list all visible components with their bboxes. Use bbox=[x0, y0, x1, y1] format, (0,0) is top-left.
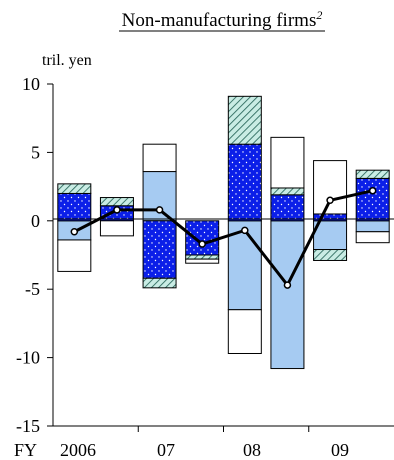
total-line-point bbox=[326, 196, 334, 205]
x-axis-prefix: FY bbox=[14, 440, 37, 460]
bar-segment-dotted-blue bbox=[227, 143, 262, 222]
y-tick-label: 5 bbox=[31, 142, 40, 162]
bar-segment-dotted-blue bbox=[185, 220, 220, 256]
bar-segment-white bbox=[227, 309, 262, 354]
y-tick-label: 0 bbox=[31, 211, 40, 231]
total-line-point bbox=[283, 281, 292, 289]
bar-segment-dotted-blue bbox=[355, 177, 390, 222]
bar-segment-white bbox=[185, 258, 220, 264]
y-tick-label: -15 bbox=[16, 416, 40, 436]
bar-segment-white bbox=[313, 160, 348, 215]
bar-segment-light-blue bbox=[355, 220, 390, 233]
x-tick-label: 07 bbox=[157, 440, 175, 460]
bar-segment-hatched bbox=[57, 183, 92, 194]
bar-segment-white bbox=[57, 239, 92, 272]
bar-segment-light-blue bbox=[313, 220, 348, 251]
bar-segment-dotted-blue bbox=[313, 213, 348, 222]
total-line-point bbox=[113, 206, 121, 214]
bar-segment-dotted-blue bbox=[142, 220, 177, 279]
x-tick-label: 09 bbox=[331, 440, 349, 460]
x-tick-label: 2006 bbox=[60, 440, 96, 460]
bar-segment-light-blue bbox=[227, 220, 262, 311]
bar-segment-hatched bbox=[227, 95, 262, 145]
x-tick-label: 08 bbox=[243, 440, 261, 460]
unit-label: tril. yen bbox=[42, 52, 92, 69]
bar-segment-hatched bbox=[313, 249, 348, 261]
bar-segment-dotted-blue bbox=[270, 194, 305, 222]
bar-segment-white bbox=[142, 143, 177, 173]
bar-segment-hatched bbox=[142, 277, 177, 289]
y-tick-label: -10 bbox=[16, 348, 40, 368]
y-tick-label: 10 bbox=[22, 74, 40, 94]
total-line bbox=[73, 189, 374, 287]
bar-segment-hatched bbox=[99, 197, 134, 207]
total-line-point bbox=[155, 206, 164, 214]
bar-segment-white bbox=[270, 136, 305, 189]
total-line-point bbox=[198, 240, 206, 248]
total-line-point bbox=[70, 227, 79, 236]
bar-segment-hatched bbox=[185, 254, 220, 260]
bar-segment-hatched bbox=[355, 169, 390, 179]
chart-title: Non-manufacturing firms2 bbox=[122, 8, 323, 31]
y-tick-label: -5 bbox=[25, 279, 40, 299]
bar-segment-light-blue bbox=[270, 220, 305, 370]
bar-segment-hatched bbox=[270, 187, 305, 196]
total-line-point bbox=[368, 186, 377, 195]
bar-segment-white bbox=[355, 231, 390, 244]
bar-segment-dotted-blue bbox=[57, 192, 92, 222]
total-line-point bbox=[241, 226, 249, 235]
bar-segment-white bbox=[99, 220, 134, 237]
